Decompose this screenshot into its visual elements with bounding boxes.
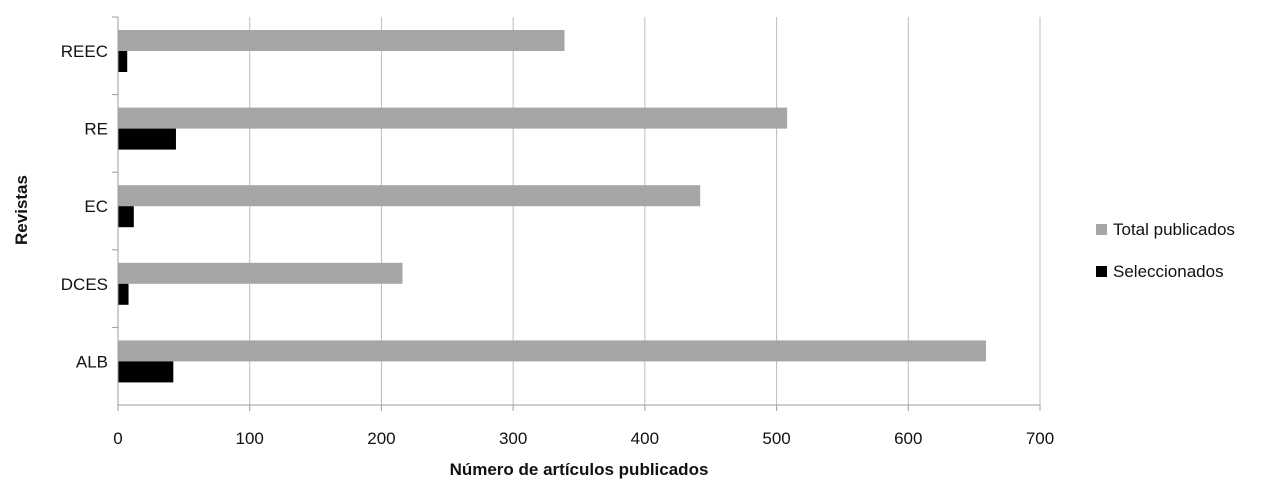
- bar-alb-selected: [118, 361, 174, 383]
- bar-reec-selected: [118, 51, 128, 72]
- axes: [117, 17, 1040, 406]
- x-tick-label: 500: [762, 429, 790, 448]
- bars: [118, 30, 986, 383]
- bar-ec-selected: [118, 206, 134, 228]
- legend-label: Seleccionados: [1113, 262, 1224, 281]
- x-axis-title: Número de artículos publicados: [450, 460, 709, 479]
- legend: Total publicados Seleccionados: [1096, 220, 1235, 281]
- bar-reec-total: [118, 30, 565, 51]
- x-tick-label: 700: [1026, 429, 1054, 448]
- bar-dces-selected: [118, 283, 129, 305]
- x-tick-label: 200: [367, 429, 395, 448]
- x-tick-labels: 0 100 200 300 400 500 600 700: [113, 405, 1054, 448]
- x-tick-label: 400: [631, 429, 659, 448]
- y-axis-title: Revistas: [12, 175, 31, 245]
- x-tick-label: 0: [113, 429, 122, 448]
- bar-dces-total: [118, 262, 403, 284]
- x-tick-label: 600: [894, 429, 922, 448]
- bar-re-selected: [118, 128, 176, 150]
- bar-ec-total: [118, 185, 701, 207]
- legend-swatch: [1096, 266, 1107, 277]
- gridlines: [249, 17, 1041, 405]
- category-label: REEC: [61, 42, 108, 61]
- x-tick-label: 300: [499, 429, 527, 448]
- category-label: ALB: [76, 352, 108, 371]
- category-label: RE: [84, 120, 108, 139]
- legend-label: Total publicados: [1113, 220, 1235, 239]
- category-label: DCES: [61, 275, 108, 294]
- category-label: EC: [84, 197, 108, 216]
- bar-alb-total: [118, 340, 986, 362]
- bar-re-total: [118, 107, 788, 129]
- legend-swatch: [1096, 224, 1107, 235]
- x-tick-label: 100: [236, 429, 264, 448]
